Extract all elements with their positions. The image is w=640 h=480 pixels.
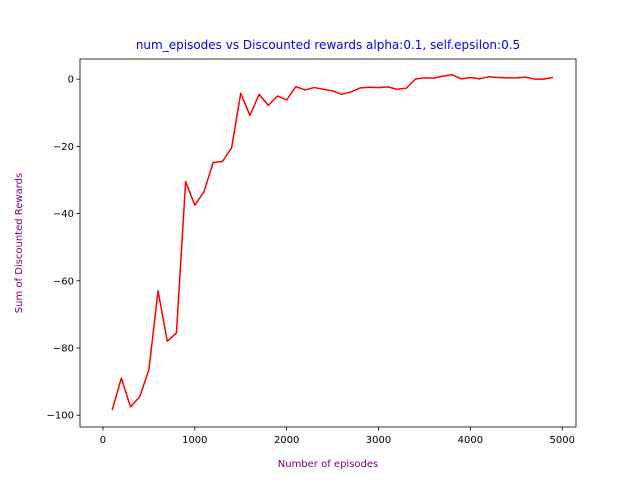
axes-frame: [79, 58, 577, 428]
plot-area: [79, 58, 577, 428]
series-line-1: [111, 74, 554, 411]
y-axis-label: Sum of Discounted Rewards: [14, 173, 25, 313]
x-tick-label: 2000: [274, 435, 299, 446]
x-tick-label: 0: [100, 435, 106, 446]
x-tick-label: 1000: [182, 435, 207, 446]
x-tick-label: 5000: [549, 435, 574, 446]
y-tick-label: −80: [53, 344, 74, 355]
y-tick-label: −60: [53, 276, 74, 287]
y-tick-label: 0: [68, 75, 74, 86]
x-tick-label: 3000: [366, 435, 391, 446]
x-axis: 0 1000 2000 3000 4000 5000: [100, 427, 575, 446]
x-axis-label: Number of episodes: [278, 459, 378, 470]
y-axis: −100 −80 −60 −40 −20 0: [47, 75, 80, 422]
chart-title: num_episodes vs Discounted rewards alpha…: [136, 38, 520, 52]
y-tick-label: −100: [47, 411, 74, 422]
y-tick-label: −20: [53, 142, 74, 153]
y-tick-label: −40: [53, 209, 74, 220]
x-tick-label: 4000: [458, 435, 483, 446]
